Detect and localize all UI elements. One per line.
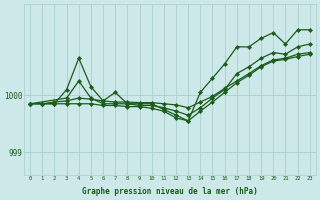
X-axis label: Graphe pression niveau de la mer (hPa): Graphe pression niveau de la mer (hPa) xyxy=(82,187,258,196)
